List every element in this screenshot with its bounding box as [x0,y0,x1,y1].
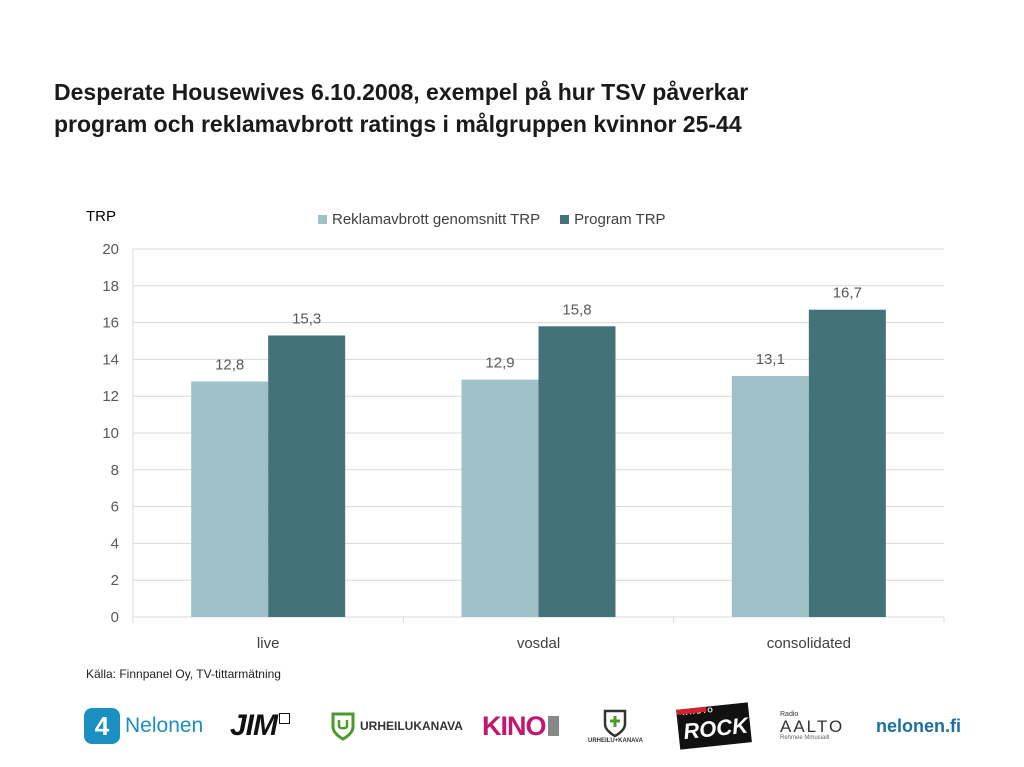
data-label-live-series-0: 12,8 [215,356,244,373]
radio-rock-logo-text: ROCK [682,712,750,745]
bar-live-series-1 [268,335,346,617]
jim-mark-icon [279,712,291,724]
data-label-consolidated-series-1: 16,7 [833,285,862,302]
source-note: Källa: Finnpanel Oy, TV-tittarmätning [86,667,281,681]
legend-item-reklamavbrott: Reklamavbrott genomsnitt TRP [318,211,540,228]
jim-logo-text: JIM [230,709,278,742]
bar-consolidated-series-0 [731,375,809,617]
radio-aalto-sub-text: Rehmee Mmusiaill [780,735,830,741]
nelonen-logo-text: Nelonen [125,714,204,737]
bar-live-series-0 [191,381,269,617]
legend-item-program: Program TRP [560,211,666,228]
radio-aalto-logo: Radio AALTO Rehmee Mmusiaill [780,700,844,752]
urheilukanava-logo: URHEILUKANAVA [330,700,463,752]
y-tick-label-8: 8 [111,462,119,479]
x-tick-label-consolidated: consolidated [767,635,851,652]
nelonen-fi-logo: nelonen.fi [876,700,961,752]
radio-rock-logo: RADIO ROCK [676,700,752,752]
data-label-vosdal-series-0: 12,9 [485,355,514,372]
urheilu-plus-shield-icon [604,709,627,738]
y-tick-label-12: 12 [102,388,119,405]
bar-vosdal-series-0 [461,379,539,617]
y-axis-title: TRP [86,208,116,225]
urheilukanava-shield-icon [331,712,355,741]
nelonen-fi-logo-text: nelonen.fi [876,715,961,736]
legend-label-reklamavbrott: Reklamavbrott genomsnitt TRP [332,211,541,228]
y-tick-label-10: 10 [102,425,119,442]
urheilu-plus-logo: URHEILU+KANAVA [588,700,643,752]
y-tick-label-20: 20 [102,241,119,258]
legend-swatch-reklamavbrott [318,215,327,224]
y-tick-label-4: 4 [111,535,119,552]
title-line-1: Desperate Housewives 6.10.2008, exempel … [54,79,749,105]
title-line-2: program och reklamavbrott ratings i målg… [54,111,742,137]
urheilu-plus-logo-text: URHEILU+KANAVA [588,738,643,744]
y-tick-label-18: 18 [102,278,119,295]
page-title: Desperate Housewives 6.10.2008, exempel … [54,76,994,140]
kino-logo-text: KINO [482,710,546,741]
data-label-live-series-1: 15,3 [292,310,321,327]
legend-swatch-program [560,215,570,224]
nelonen-digit: 4 [95,711,110,741]
kino-logo: KINO [482,700,559,752]
y-tick-label-6: 6 [111,499,119,516]
jim-logo: JIM [230,700,291,752]
chart-legend: Reklamavbrott genomsnitt TRP Program TRP [318,211,686,228]
radio-aalto-logo-text: AALTO [780,717,845,736]
x-tick-label-vosdal: vosdal [517,635,560,652]
y-tick-label-2: 2 [111,572,119,589]
y-tick-label-0: 0 [111,609,119,626]
bar-vosdal-series-1 [538,326,616,617]
nelonen-badge-icon: 4 [84,708,120,744]
kino-mark-icon [547,716,559,736]
bar-consolidated-series-1 [808,309,886,617]
legend-label-program: Program TRP [574,211,666,228]
urheilukanava-logo-text: URHEILUKANAVA [360,719,463,733]
x-tick-label-live: live [257,635,280,652]
nelonen-logo: 4 Nelonen [84,700,203,752]
logo-strip: 4 Nelonen JIM URHEILUKANAVA KINO URHEILU… [80,700,961,752]
data-label-vosdal-series-1: 15,8 [562,301,591,318]
y-tick-label-16: 16 [102,315,119,332]
data-label-consolidated-series-0: 13,1 [756,351,785,368]
y-tick-label-14: 14 [102,351,119,368]
radio-aalto-top-text: Radio [780,711,799,718]
